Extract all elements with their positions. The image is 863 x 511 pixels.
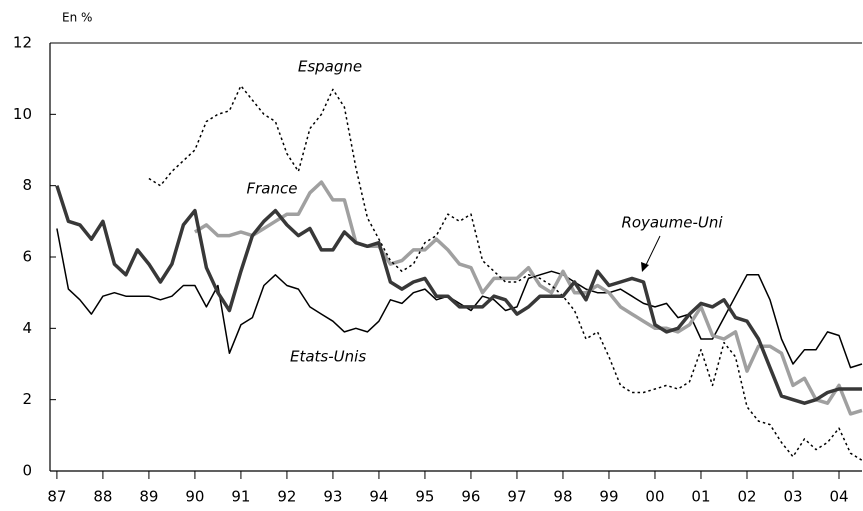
y-tick-label: 2 — [22, 390, 32, 408]
x-tick-label: 93 — [323, 488, 342, 506]
series-line — [148, 85, 863, 461]
y-tick-label: 6 — [22, 248, 32, 266]
x-tick-label: 95 — [415, 488, 434, 506]
x-tick-label: 91 — [231, 488, 250, 506]
y-axis-label: En % — [62, 11, 92, 25]
series-label: Espagne — [298, 58, 362, 76]
x-tick-label: 87 — [47, 488, 66, 506]
x-tick-label: 99 — [599, 488, 618, 506]
x-tick-label: 88 — [93, 488, 112, 506]
x-tick-label: 94 — [369, 488, 388, 506]
x-tick-label: 00 — [645, 488, 664, 506]
series-label: France — [247, 180, 298, 198]
x-tick-label: 04 — [829, 488, 848, 506]
y-tick-label: 4 — [22, 319, 32, 337]
x-tick-label: 92 — [277, 488, 296, 506]
y-tick-label: 10 — [13, 105, 32, 123]
y-tick-label: 8 — [22, 176, 32, 194]
x-tick-label: 97 — [507, 488, 526, 506]
series-label: Etats-Unis — [290, 348, 366, 366]
x-tick-label: 90 — [185, 488, 204, 506]
arrow-head — [641, 262, 649, 272]
x-tick-label: 89 — [139, 488, 158, 506]
x-tick-label: 03 — [783, 488, 802, 506]
x-tick-label: 02 — [737, 488, 756, 506]
x-tick-label: 01 — [691, 488, 710, 506]
series-label: Royaume-Uni — [621, 214, 723, 232]
x-tick-label: 98 — [553, 488, 572, 506]
series-line — [55, 185, 862, 405]
y-tick-label: 0 — [22, 462, 32, 480]
series-line — [193, 180, 863, 416]
annotation-arrow — [644, 235, 661, 268]
series-line — [56, 228, 863, 369]
x-tick-label: 96 — [461, 488, 480, 506]
y-tick-label: 12 — [13, 34, 32, 52]
